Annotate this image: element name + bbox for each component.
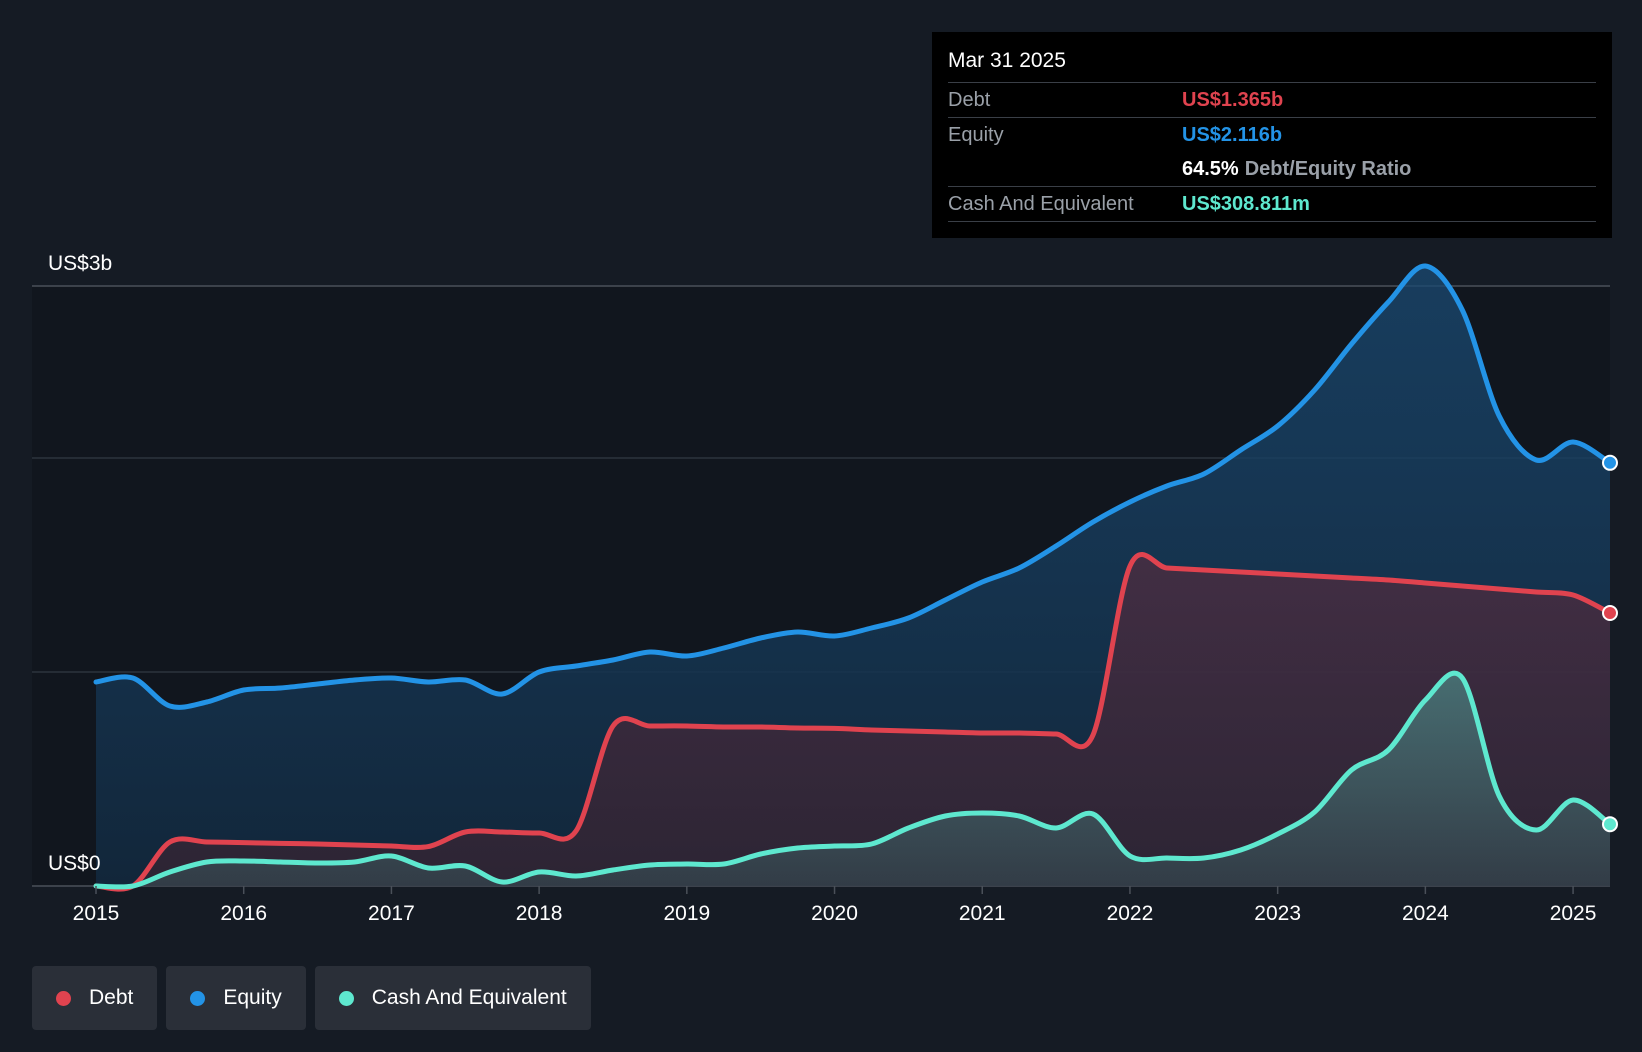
tooltip-debt-value: US$1.365b — [1182, 88, 1284, 111]
tooltip-ratio-row: 64.5% Debt/Equity Ratio — [948, 152, 1596, 187]
legend-item-debt[interactable]: Debt — [32, 966, 158, 1030]
tooltip-panel: Mar 31 2025 Debt US$1.365b Equity US$2.1… — [932, 32, 1612, 238]
tooltip-debt-label: Debt — [948, 88, 991, 111]
debt-end-marker[interactable] — [1602, 605, 1618, 621]
legend-label-cash: Cash And Equivalent — [371, 986, 567, 1009]
series-end-markers — [1602, 454, 1618, 833]
tooltip-equity-row: Equity US$2.116b — [948, 118, 1596, 152]
x-tick-label: 2023 — [1254, 902, 1301, 925]
legend-label-debt: Debt — [89, 986, 134, 1009]
legend-item-equity[interactable]: Equity — [166, 966, 306, 1030]
x-tick-label: 2025 — [1550, 902, 1597, 925]
legend-dot-cash-icon — [338, 990, 354, 1006]
tooltip-equity-value: US$2.116b — [1182, 123, 1283, 146]
tooltip-equity-label: Equity — [948, 123, 1004, 146]
tooltip-debt-row: Debt US$1.365b — [948, 83, 1596, 118]
x-tick-label: 2022 — [1107, 902, 1154, 925]
x-tick-label: 2016 — [220, 902, 267, 925]
x-tick-label: 2019 — [663, 902, 710, 925]
debt-area — [96, 554, 1610, 890]
series-areas — [96, 265, 1610, 890]
cash-and-equivalent-line — [93, 670, 1613, 890]
legend-label-equity: Equity — [223, 986, 282, 1009]
tooltip-date: Mar 31 2025 — [948, 46, 1596, 83]
legend-dot-equity-icon — [190, 990, 206, 1006]
x-tick-label: 2015 — [73, 902, 120, 925]
x-axis-ticks: 2015 2016 2017 2018 2019 2020 2021 2022 2023 2024… — [73, 886, 1597, 925]
y-axis-bottom-label: US$0 — [48, 852, 101, 875]
x-tick-label: 2017 — [368, 902, 415, 925]
debt-line — [93, 552, 1613, 892]
tooltip-cash-label: Cash And Equivalent — [948, 192, 1134, 215]
x-tick-label: 2020 — [811, 902, 858, 925]
x-tick-label: 2018 — [516, 902, 563, 925]
equity-line — [93, 263, 1613, 710]
x-tick-label: 2024 — [1402, 902, 1449, 925]
cash-and-equivalent-area — [96, 673, 1610, 887]
equity-end-marker[interactable] — [1602, 454, 1618, 471]
tooltip-ratio-value: 64.5% — [1182, 157, 1239, 180]
tooltip-cash-row: Cash And Equivalent US$308.811m — [948, 187, 1596, 222]
x-tick-label: 2021 — [959, 902, 1006, 925]
legend-dot-debt-icon — [56, 990, 71, 1006]
series-lines — [93, 263, 1613, 892]
chart-legend: Debt Equity Cash And Equivalent — [32, 966, 591, 1030]
cash-and-equivalent-end-marker[interactable] — [1602, 816, 1618, 833]
tooltip-ratio-label: Debt/Equity Ratio — [1244, 157, 1412, 180]
tooltip-cash-value: US$308.811m — [1182, 192, 1310, 215]
y-axis-top-label: US$3b — [48, 252, 112, 275]
legend-item-cash[interactable]: Cash And Equivalent — [314, 966, 591, 1030]
